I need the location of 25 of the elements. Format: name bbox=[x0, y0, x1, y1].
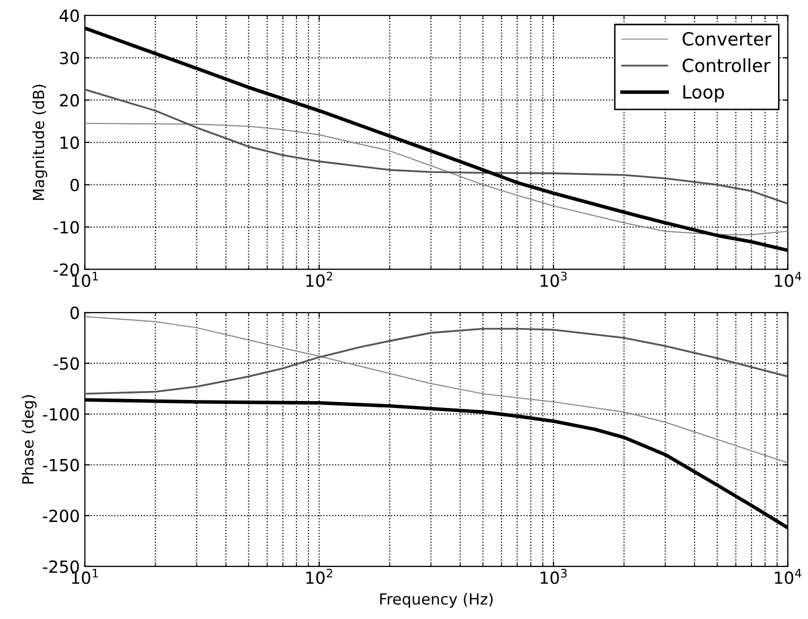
y-tick-label: -250 bbox=[42, 560, 79, 573]
y-tick-label: 30 bbox=[60, 52, 79, 64]
x-tick-label: 10$^{4}$ bbox=[774, 272, 802, 287]
y-axis-title: Phase (deg) bbox=[22, 395, 37, 484]
y-tick-label: 0 bbox=[70, 178, 79, 192]
legend-label: Converter bbox=[682, 32, 772, 46]
y-tick-label: -200 bbox=[42, 510, 79, 522]
y-tick-label: -20 bbox=[54, 263, 79, 276]
y-tick-label: -50 bbox=[54, 357, 79, 370]
y-tick-label: 0 bbox=[70, 306, 79, 320]
y-tick-label: 40 bbox=[60, 9, 79, 22]
x-tick-label: 10$^{2}$ bbox=[306, 272, 332, 287]
y-tick-label: 20 bbox=[60, 94, 79, 107]
x-tick-label: 10$^{3}$ bbox=[540, 272, 567, 287]
y-axis-title: Magnitude (dB) bbox=[32, 84, 48, 200]
y-tick-label: -150 bbox=[42, 458, 79, 472]
y-tick-label: -100 bbox=[42, 408, 79, 421]
x-axis-title: Frequency (Hz) bbox=[380, 592, 493, 608]
legend-label: Loop bbox=[683, 85, 724, 102]
y-tick-label: 10 bbox=[60, 136, 79, 149]
x-tick-label: 10$^{4}$ bbox=[774, 568, 802, 584]
x-tick-label: 10$^{3}$ bbox=[540, 568, 567, 584]
y-tick-label: -10 bbox=[54, 221, 79, 234]
legend-label: Controller bbox=[682, 58, 770, 72]
x-tick-label: 10$^{2}$ bbox=[306, 568, 332, 584]
